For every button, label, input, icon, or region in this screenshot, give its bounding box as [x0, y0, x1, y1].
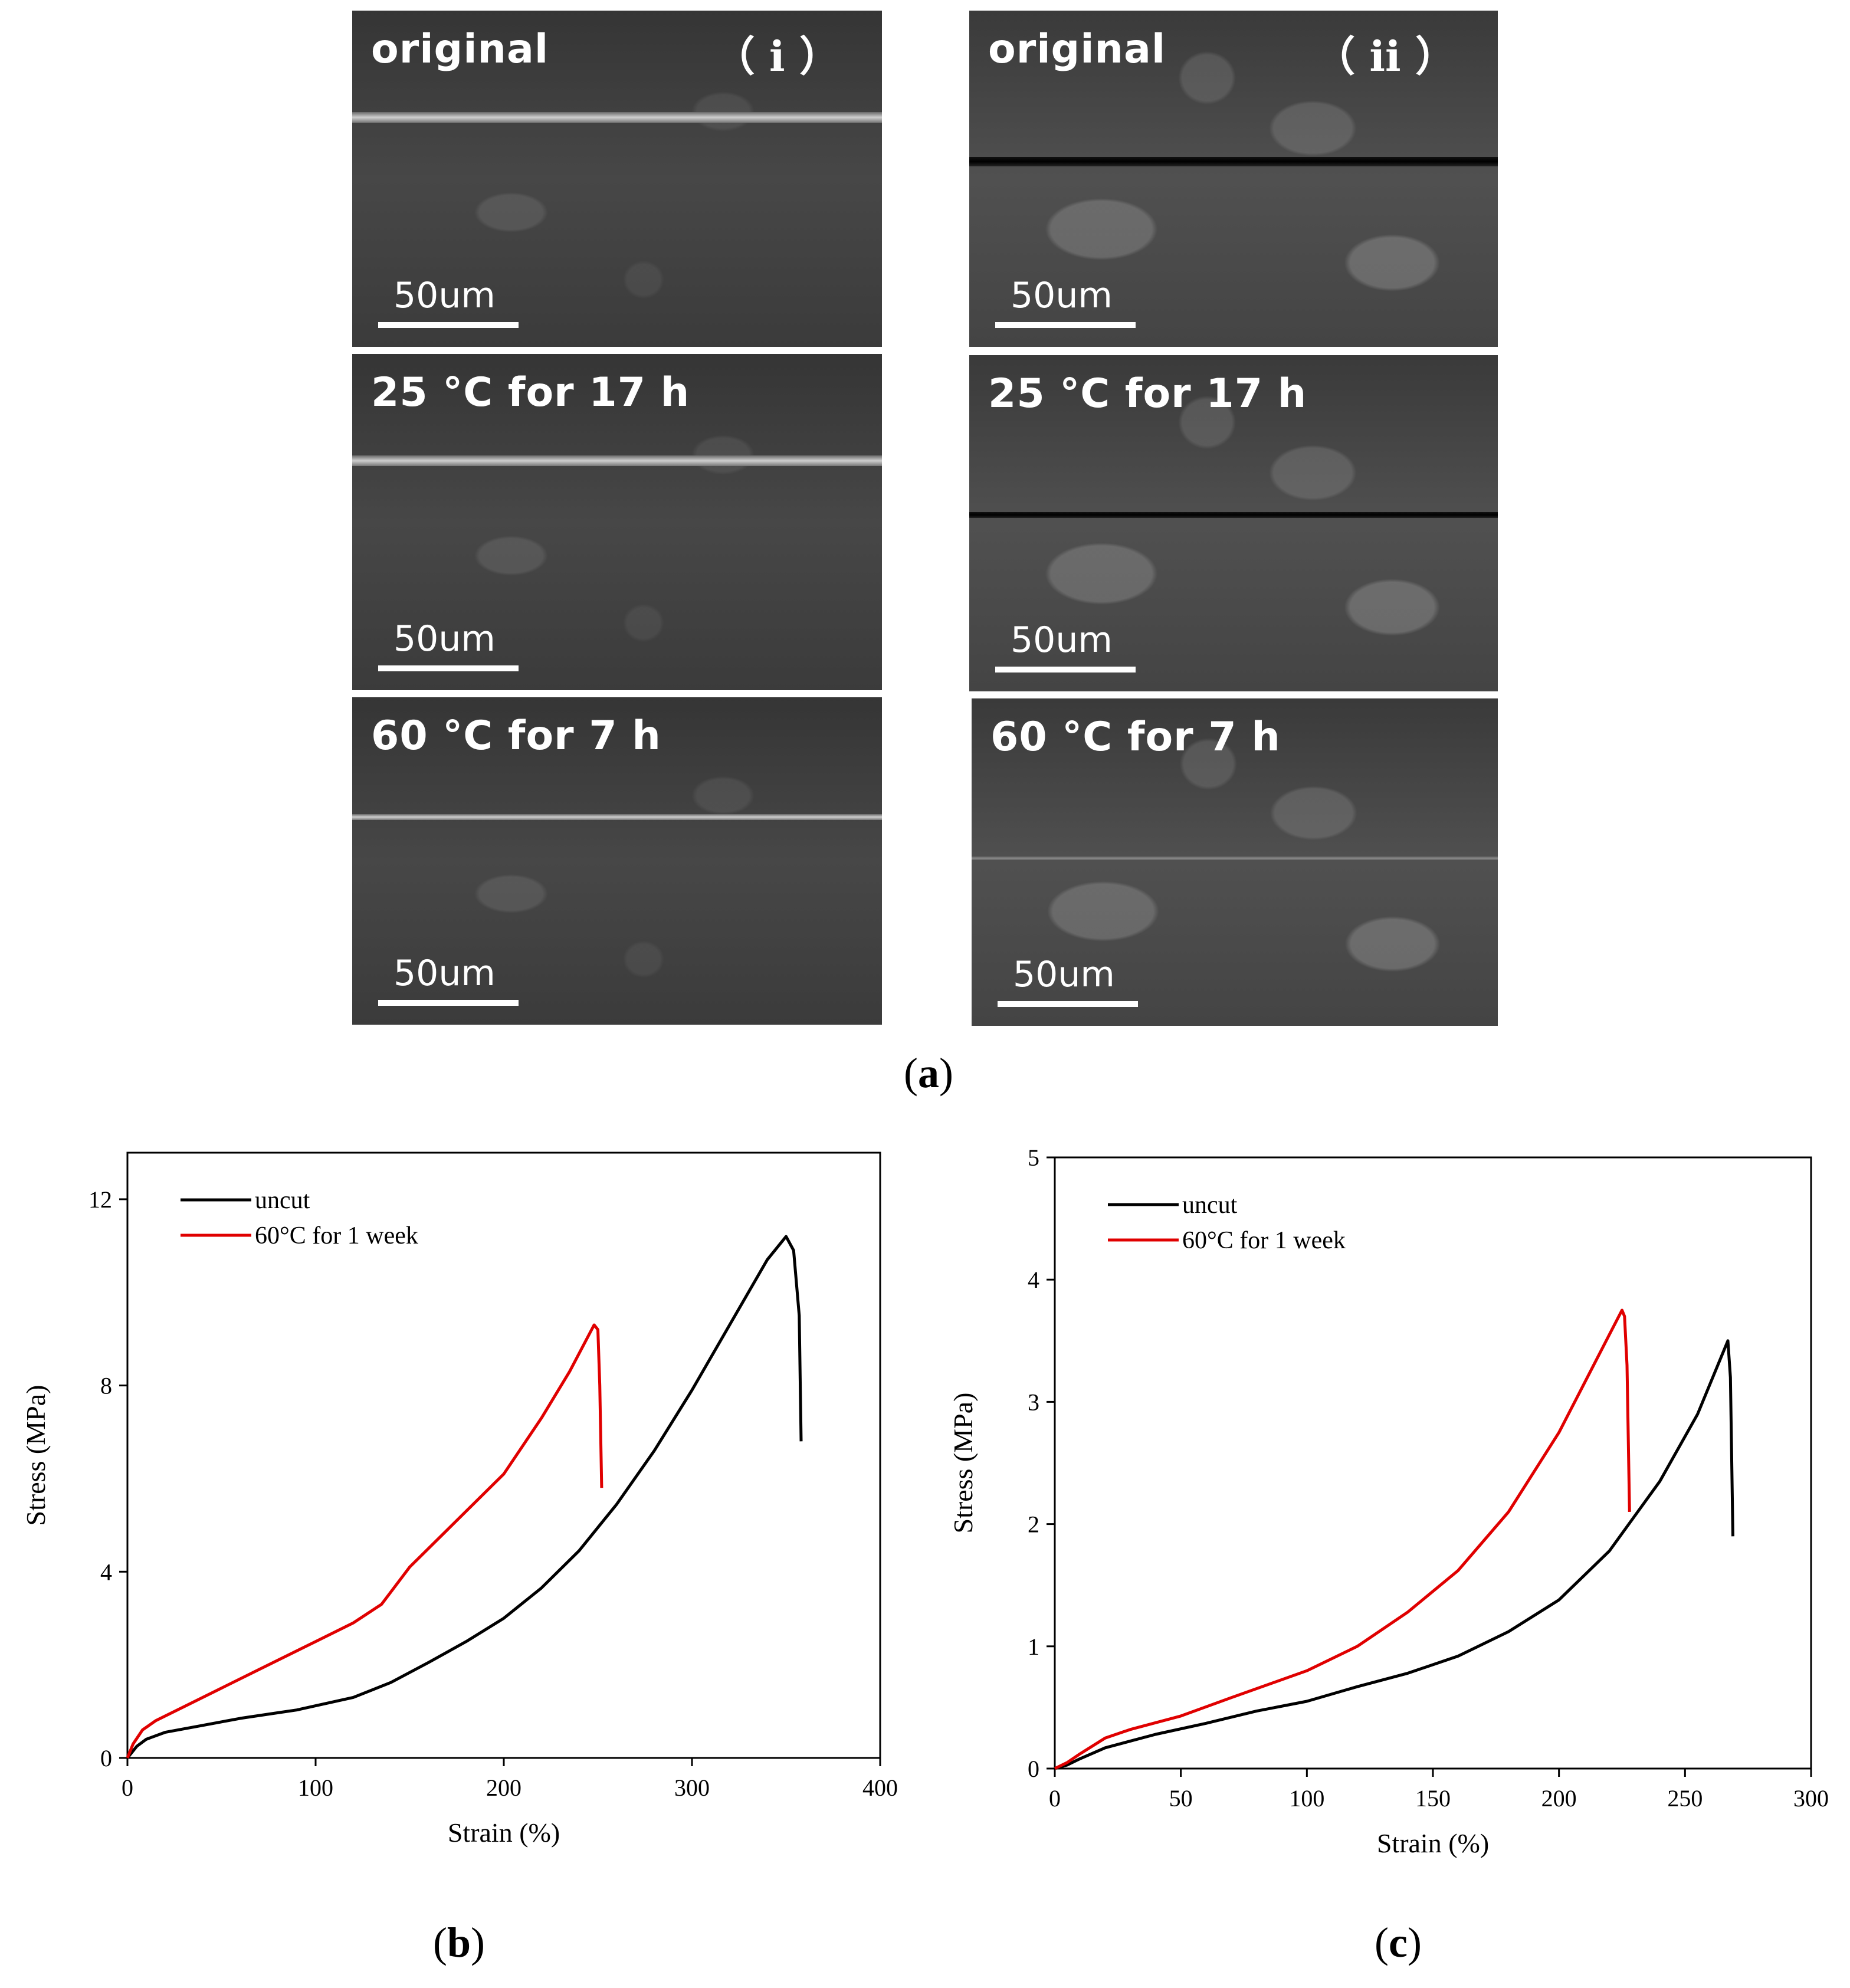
scale-bar	[378, 322, 519, 328]
y-tick-label: 4	[1028, 1267, 1039, 1293]
x-tick-label: 100	[1289, 1785, 1324, 1812]
series-line-0	[126, 1235, 803, 1759]
y-tick-label: 8	[100, 1373, 112, 1399]
caption-letter: a	[918, 1049, 939, 1097]
caption-c: (c)	[1375, 1919, 1422, 1966]
caption-a: (a)	[904, 1049, 953, 1097]
scale-bar-label: 50um	[393, 275, 496, 316]
scale-bar-label: 50um	[393, 618, 496, 660]
legend-label-0: uncut	[1182, 1192, 1238, 1219]
x-tick-label: 0	[122, 1774, 133, 1801]
series-line-1	[126, 1323, 603, 1759]
sem-image-ii-60c: 60 °C for 7 h 50um	[972, 698, 1498, 1026]
sem-label: original	[371, 26, 549, 73]
sem-label: 25 °C for 17 h	[988, 370, 1307, 417]
sem-image-ii-25c: 25 °C for 17 h 50um	[969, 355, 1498, 691]
plot-frame	[126, 1152, 881, 1759]
x-tick-label: 300	[1793, 1785, 1829, 1812]
y-axis-label: Stress (MPa)	[21, 1385, 51, 1526]
scale-bar-label: 50um	[393, 953, 496, 994]
sem-label: 60 °C for 7 h	[990, 714, 1281, 760]
scale-bar-label: 50um	[1011, 619, 1113, 661]
x-axis-label: Strain (%)	[448, 1818, 560, 1848]
scale-bar	[378, 665, 519, 671]
sem-image-i-25c: 25 °C for 17 h 50um	[352, 354, 882, 690]
column-label-i: （ i ）	[713, 32, 841, 81]
y-tick-label: 5	[1028, 1144, 1039, 1171]
scale-bar	[998, 1001, 1138, 1007]
sem-image-i-original: original （ i ） 50um	[352, 11, 882, 347]
column-label-ii: （ ii ）	[1314, 32, 1457, 81]
y-tick-label: 3	[1028, 1389, 1039, 1415]
x-tick-label: 250	[1667, 1785, 1703, 1812]
scale-bar	[995, 322, 1136, 328]
plot-frame	[1054, 1156, 1812, 1770]
y-tick-label: 0	[100, 1745, 112, 1772]
x-tick-label: 400	[862, 1774, 898, 1801]
x-tick-label: 0	[1049, 1785, 1061, 1812]
scale-bar-label: 50um	[1013, 954, 1115, 995]
caption-letter: c	[1389, 1919, 1408, 1966]
series-line-1	[1054, 1308, 1631, 1770]
y-axis-label: Stress (MPa)	[948, 1393, 978, 1534]
x-tick-label: 50	[1169, 1785, 1193, 1812]
caption-b: (b)	[432, 1919, 485, 1966]
legend-label-0: uncut	[255, 1187, 310, 1214]
legend-label-1: 60°C for 1 week	[1182, 1227, 1346, 1254]
chart-c: 0 50 100 150 200 250 300 0 1 2 3 4 5 Strain (%) Stress…	[948, 1144, 1829, 1858]
x-tick-label: 150	[1415, 1785, 1451, 1812]
y-tick-label: 0	[1028, 1756, 1039, 1782]
sem-label: 60 °C for 7 h	[371, 713, 661, 759]
y-tick-label: 1	[1028, 1633, 1039, 1660]
sem-label: original	[988, 26, 1166, 73]
sem-image-i-60c: 60 °C for 7 h 50um	[352, 697, 882, 1025]
x-tick-label: 200	[486, 1774, 521, 1801]
legend-label-1: 60°C for 1 week	[255, 1222, 418, 1249]
x-axis-label: Strain (%)	[1377, 1828, 1489, 1858]
x-tick-label: 200	[1541, 1785, 1577, 1812]
scale-bar	[995, 667, 1136, 672]
x-tick-label: 300	[674, 1774, 710, 1801]
series-line-0	[1054, 1339, 1734, 1770]
scale-bar-label: 50um	[1011, 275, 1113, 316]
chart-b: 0 100 200 300 400 0 4 8 12 Strain (%) Stress (MPa)…	[21, 1152, 898, 1848]
x-tick-label: 100	[298, 1774, 333, 1801]
sem-label: 25 °C for 17 h	[371, 369, 690, 416]
y-tick-label: 4	[100, 1559, 112, 1585]
caption-letter: b	[447, 1919, 471, 1966]
sem-image-ii-original: original （ ii ） 50um	[969, 11, 1498, 347]
y-tick-label: 12	[88, 1186, 112, 1213]
scale-bar	[378, 1000, 519, 1006]
y-tick-label: 2	[1028, 1511, 1039, 1538]
